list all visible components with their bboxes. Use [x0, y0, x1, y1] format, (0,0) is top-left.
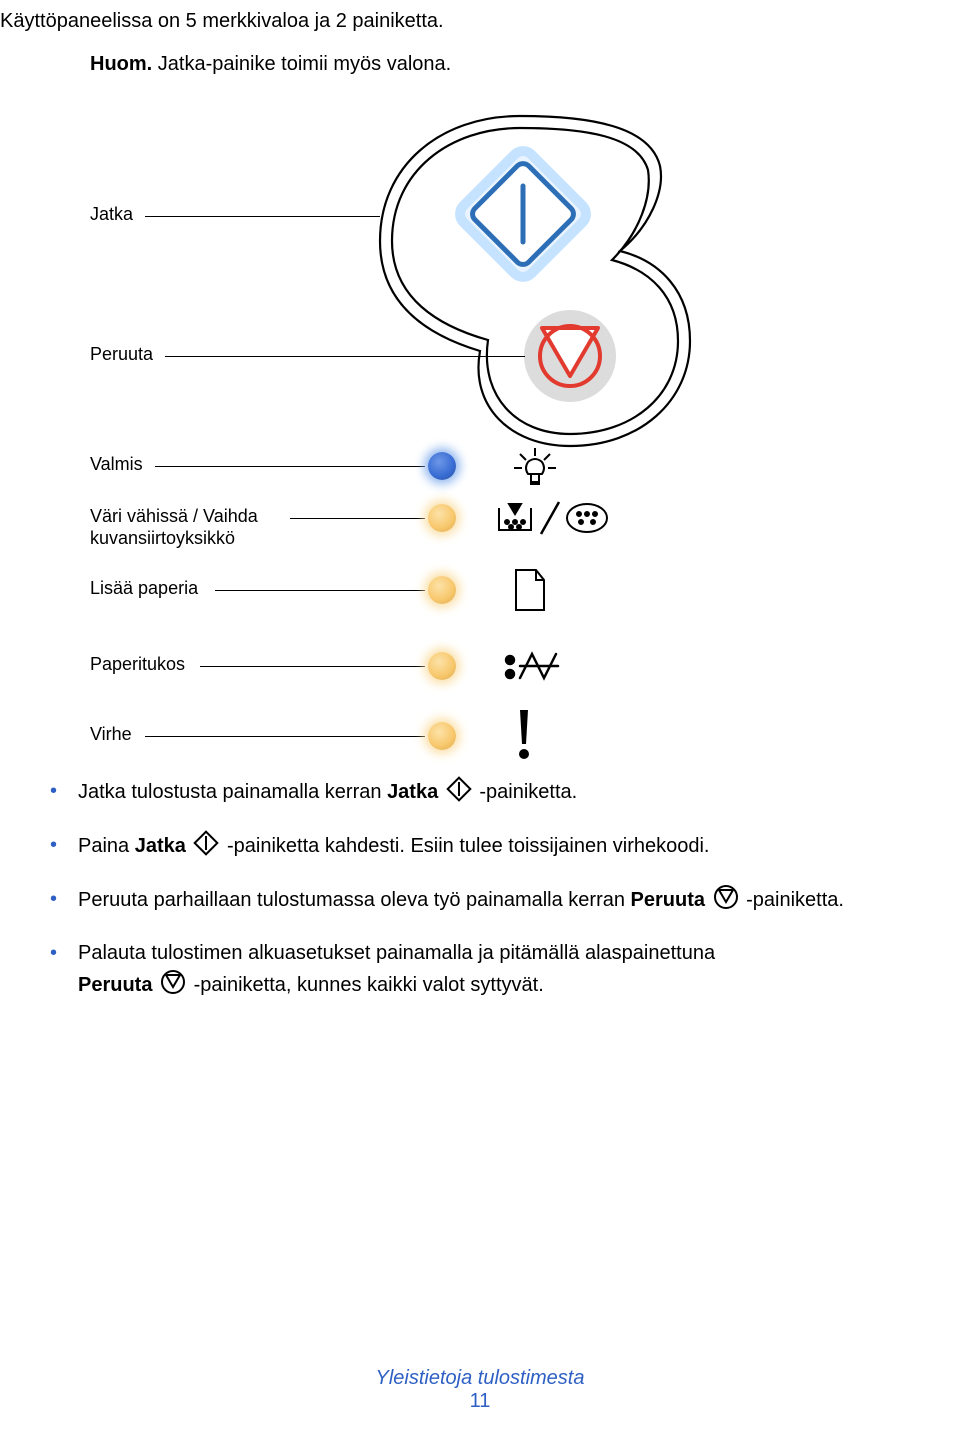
paper-icon	[510, 566, 550, 614]
bullet-list: Jatka tulostusta painamalla kerran Jatka…	[50, 776, 910, 1001]
b4-a: Palauta tulostimen alkuasetukset painama…	[78, 942, 715, 964]
bullet-3: Peruuta parhaillaan tulostumassa oleva t…	[50, 884, 910, 916]
b2-a: Paina	[78, 835, 135, 857]
note-label: Huom.	[90, 53, 152, 75]
b1-c: -painiketta.	[479, 781, 577, 803]
jam-icon	[500, 648, 570, 686]
label-jatka: Jatka	[90, 204, 133, 225]
leader-error	[145, 736, 425, 737]
leader-paper	[215, 590, 425, 591]
leader-valmis	[155, 466, 425, 467]
label-paper: Lisää paperia	[90, 578, 198, 599]
panel-outline	[320, 106, 740, 456]
leader-toner	[290, 518, 425, 519]
note-body: Jatka-painike toimii myös valona.	[152, 53, 451, 75]
b3-c: -painiketta.	[746, 889, 844, 911]
label-error: Virhe	[90, 724, 132, 745]
label-peruuta: Peruuta	[90, 344, 153, 365]
note-text: Huom. Jatka-painike toimii myös valona.	[90, 53, 910, 76]
leader-jam	[200, 666, 425, 667]
jatka-inline-icon	[446, 776, 472, 802]
b2-b: Jatka	[135, 835, 186, 857]
footer-title: Yleistietoja tulostimesta	[0, 1367, 960, 1390]
leader-jatka	[145, 216, 380, 217]
label-jam: Paperitukos	[90, 654, 185, 675]
bullet-4: Palauta tulostimen alkuasetukset painama…	[50, 938, 910, 1001]
b2-c: -painiketta kahdesti. Esiin tulee toissi…	[227, 835, 710, 857]
b1-b: Jatka	[387, 781, 438, 803]
label-valmis: Valmis	[90, 454, 143, 475]
label-toner-2: kuvansiirtoyksikkö	[90, 528, 235, 549]
light-valmis	[428, 452, 456, 480]
bullet-1: Jatka tulostusta painamalla kerran Jatka…	[50, 776, 910, 808]
jatka-inline-icon-2	[193, 830, 219, 856]
peruuta-inline-icon-2	[160, 969, 186, 995]
leader-peruuta	[165, 356, 525, 357]
b3-a: Peruuta parhaillaan tulostumassa oleva t…	[78, 889, 631, 911]
error-icon	[514, 708, 534, 760]
ready-icon	[510, 446, 560, 488]
panel-diagram: Jatka Peruuta Valmis Väri vähissä / Vaih…	[40, 106, 900, 746]
light-error	[428, 722, 456, 750]
b3-b: Peruuta	[631, 889, 705, 911]
b1-a: Jatka tulostusta painamalla kerran	[78, 781, 387, 803]
toner-icon	[495, 500, 615, 540]
light-toner	[428, 504, 456, 532]
peruuta-inline-icon	[713, 884, 739, 910]
light-paper	[428, 576, 456, 604]
light-jam	[428, 652, 456, 680]
footer-page: 11	[0, 1390, 960, 1413]
label-toner-1: Väri vähissä / Vaihda	[90, 506, 258, 527]
intro-text: Käyttöpaneelissa on 5 merkkivaloa ja 2 p…	[0, 10, 910, 33]
b4-c: -painiketta, kunnes kaikki valot syttyvä…	[194, 974, 544, 996]
page-footer: Yleistietoja tulostimesta 11	[0, 1367, 960, 1413]
b4-b: Peruuta	[78, 974, 152, 996]
bullet-2: Paina Jatka -painiketta kahdesti. Esiin …	[50, 830, 910, 862]
